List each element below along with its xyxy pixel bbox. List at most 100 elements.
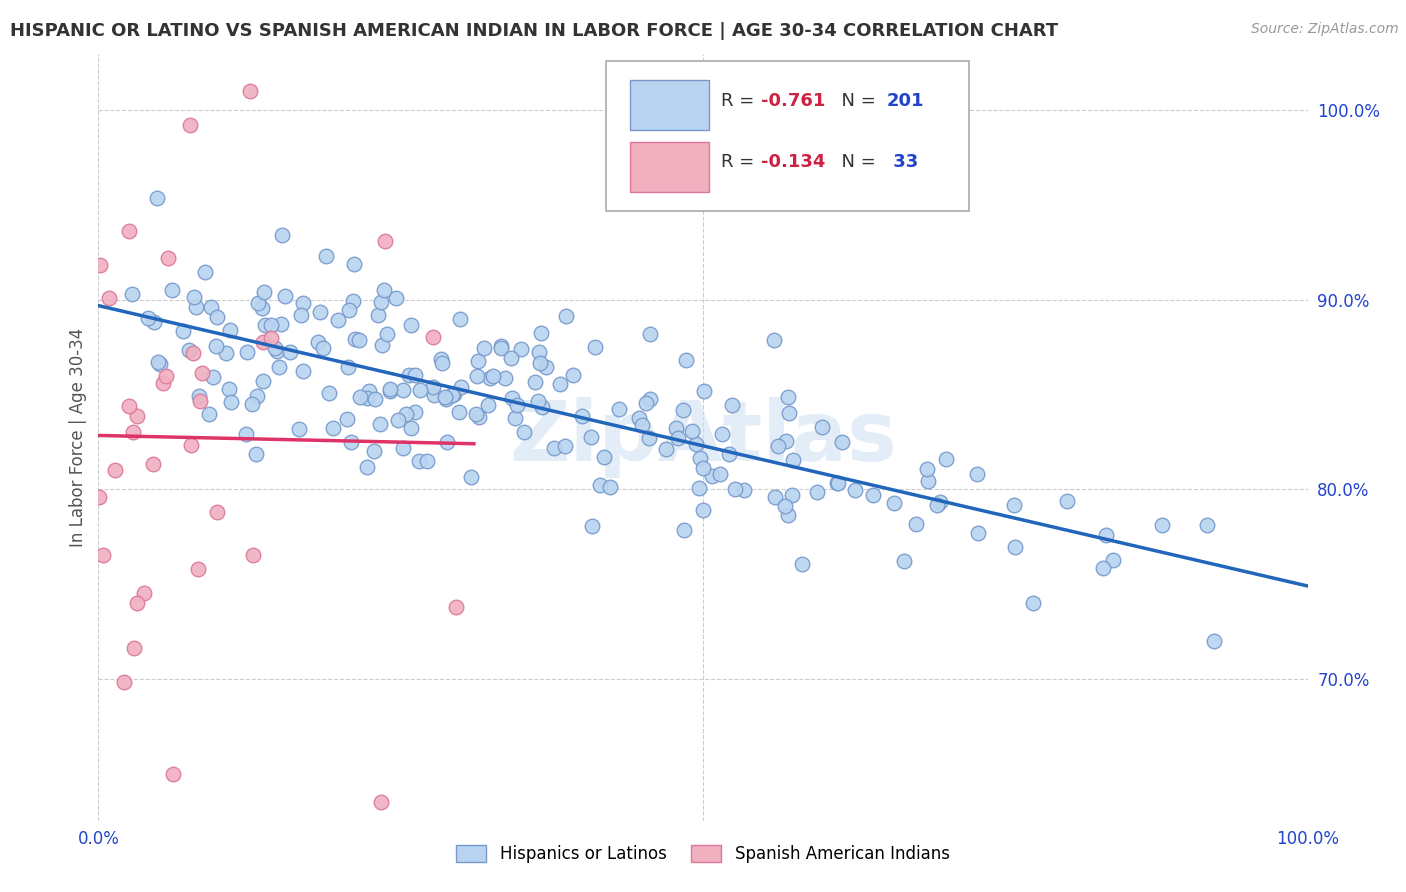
Point [675, 352, 697, 367]
Point [155, 369, 177, 384]
Point [430, 355, 453, 369]
Point [489, 341, 512, 355]
Point [811, 420, 834, 434]
Point [181, 346, 204, 360]
Point [530, 401, 553, 415]
Point [693, 384, 716, 399]
Point [1202, 633, 1225, 648]
Point [465, 408, 488, 422]
Point [125, 409, 148, 424]
Point [125, 596, 148, 610]
Point [370, 337, 392, 351]
Point [375, 326, 398, 341]
Text: 33: 33 [887, 153, 918, 171]
Point [87, 491, 110, 505]
Point [235, 426, 257, 441]
Point [292, 295, 315, 310]
Point [278, 345, 301, 359]
Point [501, 391, 523, 405]
Point [692, 461, 714, 475]
Point [527, 394, 550, 409]
Point [342, 293, 364, 308]
Text: ZipAtlas: ZipAtlas [509, 397, 897, 477]
Text: R =: R = [721, 153, 761, 171]
Point [373, 283, 395, 297]
FancyBboxPatch shape [630, 142, 709, 192]
Point [477, 398, 499, 412]
Point [790, 557, 813, 571]
Point [966, 467, 988, 482]
Point [523, 375, 546, 389]
Point [242, 548, 264, 562]
Point [638, 392, 661, 406]
Point [343, 257, 366, 271]
Point [607, 402, 630, 417]
Point [1002, 498, 1025, 512]
Text: N =: N = [830, 153, 882, 171]
Point [344, 332, 367, 346]
Point [554, 439, 576, 453]
Point [188, 394, 211, 409]
Point [409, 383, 432, 397]
Point [240, 397, 263, 411]
Point [118, 223, 141, 237]
Point [335, 412, 357, 426]
Point [1056, 494, 1078, 508]
Point [689, 450, 711, 465]
Point [685, 437, 707, 451]
Point [443, 387, 465, 401]
Point [246, 389, 269, 403]
Point [309, 304, 332, 318]
Point [806, 485, 828, 500]
FancyBboxPatch shape [630, 80, 709, 130]
Point [503, 411, 526, 425]
Point [312, 341, 335, 355]
Point [422, 330, 444, 344]
Point [370, 795, 392, 809]
Point [179, 343, 201, 357]
Point [252, 335, 274, 350]
Point [782, 452, 804, 467]
Point [404, 368, 426, 382]
Point [768, 439, 790, 453]
Point [562, 368, 585, 382]
Point [449, 311, 471, 326]
Point [636, 396, 658, 410]
Point [778, 406, 800, 420]
Point [370, 417, 392, 431]
Point [136, 310, 159, 325]
Point [718, 447, 741, 461]
Point [460, 470, 482, 484]
Y-axis label: In Labor Force | Age 30-34: In Labor Force | Age 30-34 [69, 327, 87, 547]
Point [337, 303, 360, 318]
Point [966, 525, 988, 540]
Point [288, 421, 311, 435]
Point [91, 548, 114, 562]
Point [408, 453, 430, 467]
Point [322, 420, 344, 434]
Point [145, 191, 167, 205]
Point [398, 368, 420, 383]
Point [250, 301, 273, 315]
Point [527, 344, 550, 359]
Point [844, 483, 866, 498]
Point [399, 318, 422, 332]
Text: N =: N = [830, 92, 882, 110]
Point [180, 438, 202, 452]
Point [205, 339, 228, 353]
Point [260, 331, 283, 345]
Point [103, 463, 125, 477]
Point [579, 430, 602, 444]
Point [307, 335, 329, 350]
Point [1095, 528, 1118, 542]
Point [589, 478, 612, 492]
Point [112, 675, 135, 690]
Point [349, 333, 371, 347]
Point [763, 490, 786, 504]
Point [252, 285, 274, 299]
Point [655, 442, 678, 456]
Text: -0.134: -0.134 [761, 153, 825, 171]
Point [422, 380, 444, 394]
Point [529, 356, 551, 370]
Point [467, 354, 489, 368]
